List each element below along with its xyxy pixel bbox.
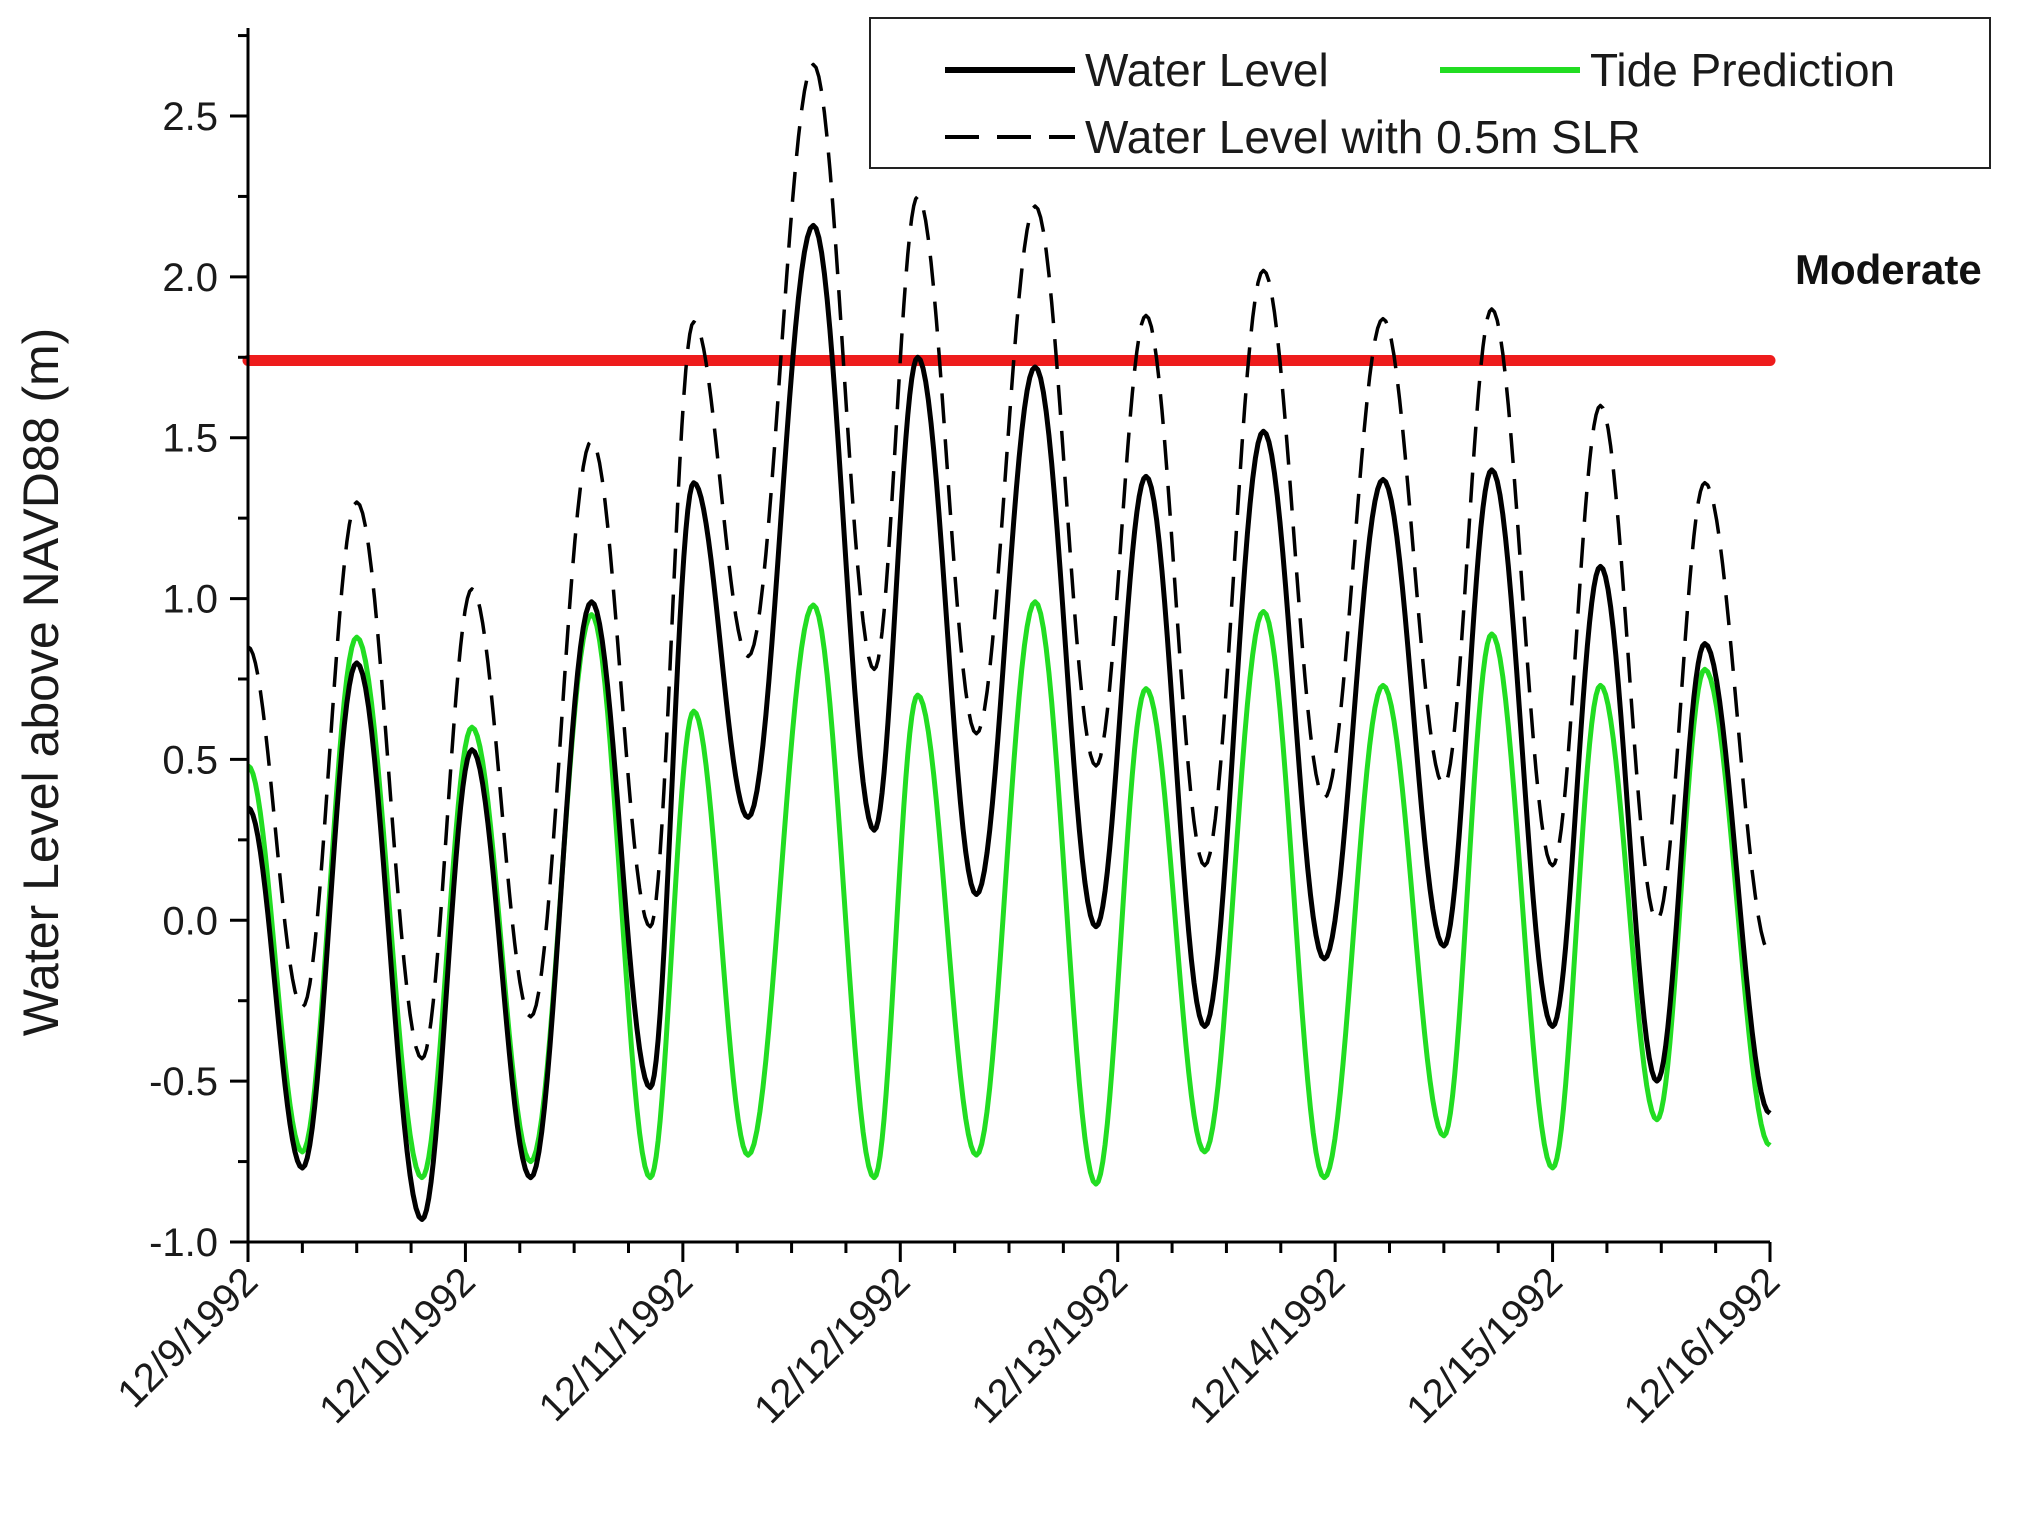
y-tick-label: 0.0 bbox=[162, 899, 218, 943]
legend-label-water-level: Water Level bbox=[1085, 44, 1329, 96]
y-tick-label: 2.5 bbox=[162, 95, 218, 139]
series-layer bbox=[246, 62, 1772, 1222]
x-tick-label: 12/11/1992 bbox=[531, 1259, 702, 1430]
x-tick-label: 12/16/1992 bbox=[1616, 1259, 1789, 1432]
x-tick-label: 12/13/1992 bbox=[963, 1259, 1136, 1432]
legend-label-tide-prediction: Tide Prediction bbox=[1590, 44, 1895, 96]
series-tide-prediction bbox=[246, 599, 1772, 1187]
y-tick-label: 1.5 bbox=[162, 417, 218, 461]
threshold-label: Moderate bbox=[1795, 246, 1982, 293]
y-tick-label: -0.5 bbox=[149, 1060, 218, 1104]
series-water-level-slr bbox=[246, 62, 1772, 1061]
series-water-level bbox=[246, 222, 1772, 1222]
x-tick-label: 12/9/1992 bbox=[109, 1259, 266, 1416]
y-axis-title: Water Level above NAVD88 (m) bbox=[13, 328, 69, 1037]
x-tick-label: 12/15/1992 bbox=[1398, 1259, 1571, 1432]
y-tick-label: 2.0 bbox=[162, 256, 218, 300]
legend-box bbox=[869, 17, 1991, 169]
x-tick-label: 12/14/1992 bbox=[1181, 1259, 1354, 1432]
x-tick-label: 12/10/1992 bbox=[311, 1259, 484, 1432]
x-tick-label: 12/12/1992 bbox=[746, 1259, 919, 1432]
legend-label-water-level-slr: Water Level with 0.5m SLR bbox=[1085, 111, 1641, 163]
axes-layer: -1.0 -0.5 0.0 0.5 1.0 1.5 2.0 2.5 12/9/1992 12/10… bbox=[109, 28, 1788, 1432]
legend: Water Level Tide Prediction Water Level … bbox=[869, 17, 1991, 169]
y-tick-label: 0.5 bbox=[162, 738, 218, 782]
y-tick-label: -1.0 bbox=[149, 1221, 218, 1265]
y-tick-label: 1.0 bbox=[162, 578, 218, 622]
